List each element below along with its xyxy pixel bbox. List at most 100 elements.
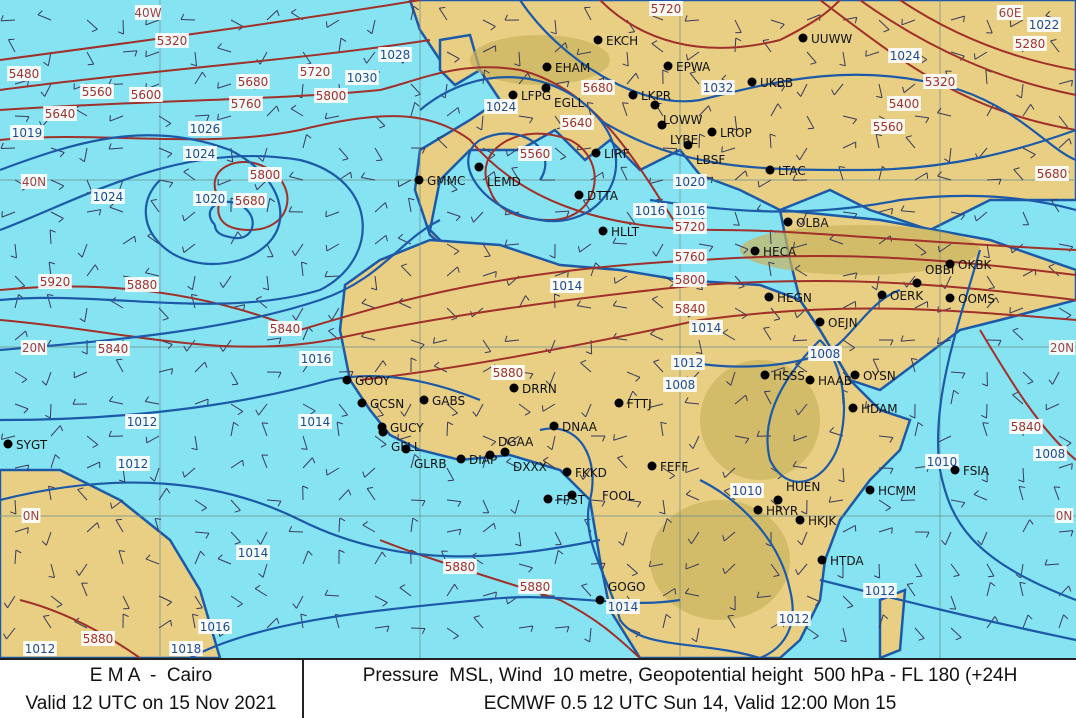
wind-barb — [581, 583, 592, 597]
svg-text:1019: 1019 — [12, 126, 43, 140]
wind-barb — [691, 627, 700, 643]
isobar-label: 1012 — [116, 456, 150, 471]
svg-text:GOOY: GOOY — [355, 374, 391, 388]
wind-barb — [50, 179, 65, 191]
svg-text:60E: 60E — [999, 6, 1022, 20]
svg-text:LTAC: LTAC — [778, 164, 806, 178]
svg-text:5680: 5680 — [583, 81, 614, 95]
wind-barb — [366, 486, 376, 501]
wind-barb — [696, 339, 703, 355]
wind-barb — [446, 528, 462, 536]
wind-barb — [37, 10, 52, 21]
isobar-label: 1016 — [633, 203, 667, 218]
wind-barb — [446, 243, 460, 255]
wind-barb — [914, 421, 924, 437]
wind-barb — [937, 171, 952, 181]
geopotential-label: 5840 — [1009, 419, 1043, 434]
wind-barb — [792, 174, 808, 181]
svg-text:5760: 5760 — [231, 97, 262, 111]
wind-barb — [399, 584, 412, 597]
station-marker: UUWW — [798, 32, 852, 46]
wind-barb — [410, 102, 420, 117]
wind-barb — [770, 499, 782, 513]
wind-barb — [626, 563, 638, 577]
station-marker: GLRB — [401, 444, 447, 471]
wind-barb — [122, 50, 138, 57]
geopotential-label: 5560 — [871, 119, 905, 134]
wind-barb — [618, 531, 628, 546]
geopotential-contour — [359, 307, 1076, 381]
geopotential-label: 5880 — [491, 365, 525, 380]
wind-barb — [1018, 486, 1026, 501]
wind-barb — [876, 83, 883, 99]
isobar — [0, 481, 601, 558]
run-label: ECMWF 0.5 12 UTC Sun 14, Valid 12:00 Mon… — [483, 693, 897, 714]
station-dot — [764, 292, 774, 302]
wind-barb — [86, 264, 99, 277]
station-dot — [817, 555, 827, 565]
wind-barb — [374, 115, 386, 129]
wind-barb — [583, 6, 592, 21]
station-marker: LEMD — [474, 162, 521, 189]
wind-barb — [504, 14, 520, 21]
svg-text:5680: 5680 — [235, 194, 266, 208]
svg-text:5560: 5560 — [82, 85, 113, 99]
station-dot — [815, 317, 825, 327]
wind-barb — [838, 166, 845, 181]
wind-barb — [50, 454, 61, 469]
wind-barb — [194, 595, 203, 610]
wind-barb — [109, 115, 124, 122]
wind-barb — [941, 531, 952, 546]
station-marker: FKKD — [562, 466, 607, 480]
svg-text:1024: 1024 — [93, 190, 124, 204]
wind-barb — [374, 435, 387, 448]
wind-barb — [511, 166, 520, 181]
wind-barb — [1058, 79, 1073, 87]
wind-barb — [793, 434, 808, 442]
wind-barb — [685, 51, 700, 61]
svg-text:LEMD: LEMD — [487, 175, 521, 189]
wind-barb — [50, 595, 63, 608]
wind-barb — [472, 403, 484, 417]
wind-barb — [579, 467, 592, 480]
station-marker: DTTA — [574, 189, 619, 203]
isobar-label: 1014 — [298, 414, 332, 429]
station-marker: GCSN — [357, 397, 404, 411]
wind-barb — [374, 403, 384, 417]
station-dot — [650, 100, 660, 110]
wind-barb — [864, 401, 880, 408]
wind-barb — [482, 45, 497, 53]
wind-barb — [86, 19, 98, 33]
wind-barb — [255, 403, 268, 416]
station-marker: FPST — [543, 493, 586, 507]
wind-barb — [936, 107, 952, 117]
wind-barb — [590, 435, 606, 442]
station-marker: SYGT — [3, 438, 48, 452]
station-marker: OEJN — [815, 316, 858, 330]
isobar-label: 1014 — [689, 320, 723, 335]
station-marker: DXXX — [500, 447, 547, 474]
wind-barb — [828, 496, 844, 503]
station-marker: EGLL — [541, 83, 585, 110]
wind-barb — [1050, 39, 1060, 53]
station-marker: GMMC — [414, 174, 465, 188]
svg-text:1014: 1014 — [238, 546, 269, 560]
wind-barb — [194, 499, 207, 512]
wind-barb — [689, 71, 700, 85]
svg-text:40N: 40N — [22, 175, 46, 189]
wind-barb — [914, 301, 929, 309]
svg-text:HLLT: HLLT — [611, 225, 640, 239]
svg-text:5920: 5920 — [40, 275, 71, 289]
station-marker: HKJK — [795, 514, 837, 528]
isobar — [699, 479, 794, 658]
wind-barb — [581, 403, 592, 418]
footer-left: E M A - Cairo Valid 12 UTC on 15 Nov 202… — [0, 660, 304, 718]
wind-barb — [554, 549, 564, 565]
wind-barb — [374, 234, 388, 245]
wind-barb — [482, 147, 496, 160]
geopotential-label: 5720 — [649, 1, 683, 16]
wind-barb — [158, 179, 174, 188]
wind-barb — [986, 339, 1002, 346]
svg-text:1012: 1012 — [127, 415, 158, 429]
station-dot — [401, 444, 411, 454]
